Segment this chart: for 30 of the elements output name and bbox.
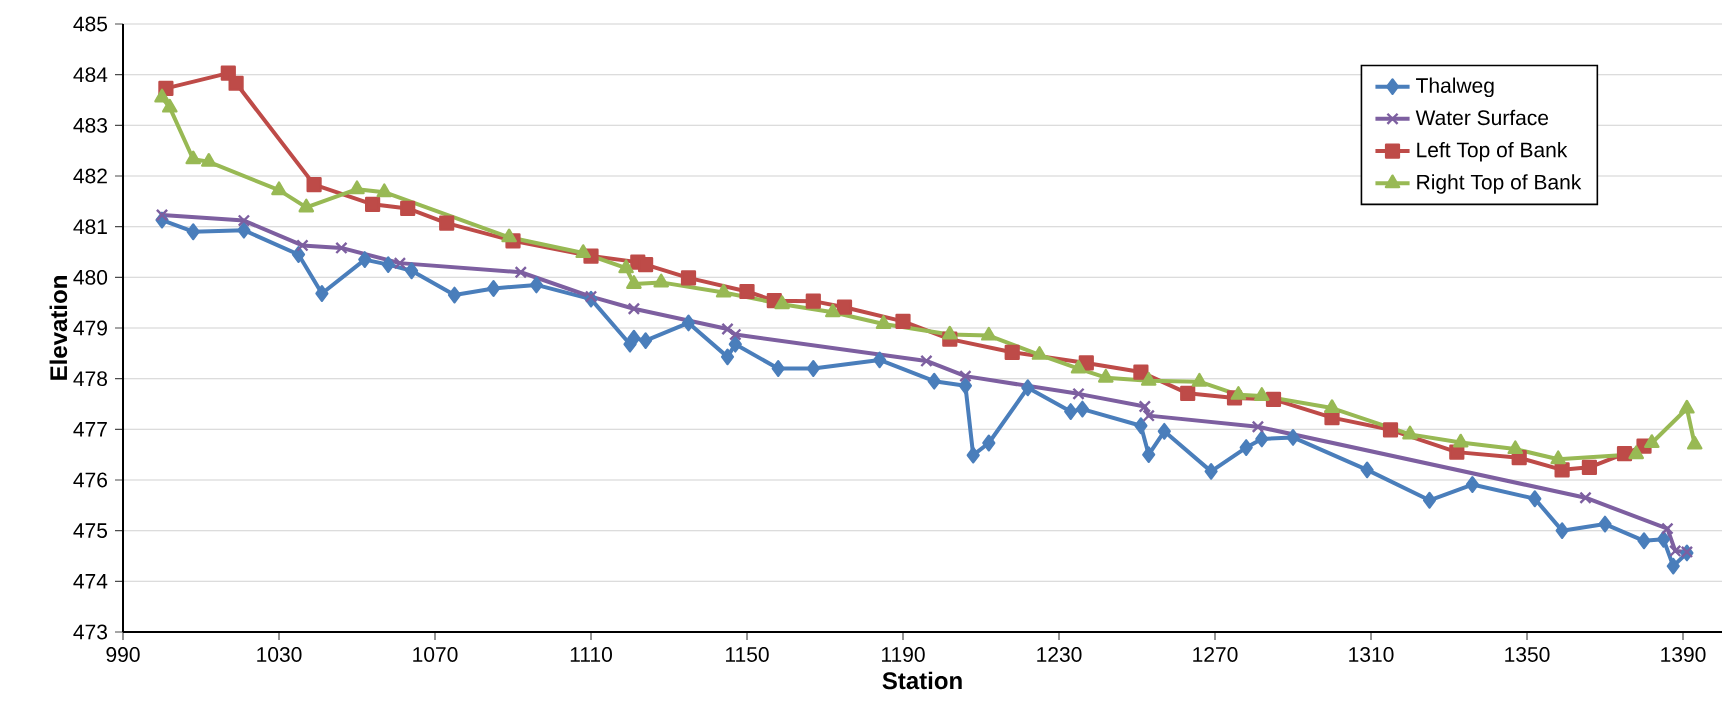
x-tick-label: 990: [106, 647, 140, 662]
y-tick-label: 485: [73, 16, 108, 32]
y-tick-label: 481: [73, 219, 107, 235]
legend-label: Thalweg: [1416, 77, 1494, 98]
x-tick-label: 1190: [882, 647, 925, 662]
y-tick-label: 477: [73, 422, 107, 437]
legend-label: Water Surface: [1415, 109, 1549, 126]
y-axis-title: Elevation: [49, 276, 68, 380]
x-tick-label: 1110: [570, 647, 612, 662]
legend-label: Left Top of Bank: [1417, 141, 1568, 162]
x-axis-title: Station: [882, 671, 962, 690]
y-tick-label: 474: [73, 574, 108, 589]
x-tick-label: 1150: [726, 647, 769, 662]
x-tick-label: 1230: [1037, 647, 1082, 662]
y-tick-label: 478: [73, 371, 108, 387]
y-tick-label: 476: [73, 472, 108, 488]
y-tick-label: 475: [73, 523, 108, 538]
x-tick-label: 1350: [1505, 647, 1550, 662]
x-tick-label: 1070: [413, 647, 458, 662]
legend-label: Right Top of Bank: [1417, 174, 1582, 194]
y-tick-label: 484: [73, 67, 108, 83]
y-tick-label: 482: [73, 168, 107, 184]
y-tick-label: 480: [73, 269, 108, 285]
x-tick-label: 1390: [1661, 647, 1706, 662]
x-tick-label: 1310: [1349, 647, 1394, 662]
y-tick-label: 479: [73, 320, 107, 336]
x-tick-label: 1030: [257, 647, 302, 662]
x-tick-label: 1270: [1193, 647, 1238, 662]
y-tick-label: 483: [73, 117, 108, 133]
y-tick-label: 473: [73, 624, 108, 640]
